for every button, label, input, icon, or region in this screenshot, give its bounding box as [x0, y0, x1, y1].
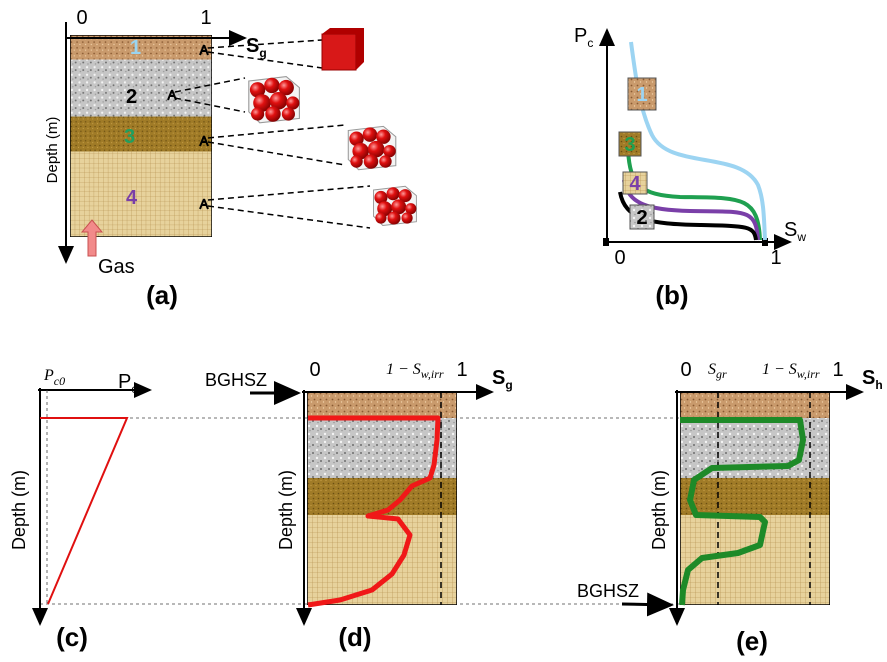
boundary-label: BGHSZ [577, 581, 639, 601]
panel-e: 0 Sgr 1 − Sw,irr 1 Sh Depth (m) BGHSZ (e… [577, 359, 883, 656]
markers [167, 44, 209, 210]
prefix: 1 − [386, 361, 413, 378]
strata [307, 392, 457, 605]
sh-profile [679, 417, 806, 606]
strata [680, 392, 830, 605]
x-label: Sw [784, 219, 806, 244]
subscript: w,irr [797, 367, 820, 381]
marker-1: Sgr [708, 361, 727, 381]
x-start: 0 [614, 247, 625, 269]
pc-profile [40, 417, 129, 605]
symbol: P [43, 367, 54, 384]
caption: (e) [736, 626, 768, 656]
axis-end: 1 [456, 359, 467, 381]
y-label: Depth (m) [649, 470, 669, 550]
pore-spheres [248, 76, 300, 124]
y-label: Depth (m) [9, 470, 29, 550]
marker: 1 − Sw,irr [386, 361, 444, 381]
connector [207, 39, 323, 69]
axis-end: 1 [200, 7, 211, 29]
curve-label: 4 [629, 173, 641, 195]
subscript: c [131, 382, 137, 396]
marker [199, 135, 209, 147]
curve-label-box [627, 77, 657, 111]
caption: (d) [338, 622, 371, 652]
boundary-arrow [621, 592, 674, 617]
layer-label: 1 [130, 37, 141, 59]
marker-2: 1 − Sw,irr [762, 361, 820, 381]
panel-c: Pc0 Pc Depth (m) (c) [9, 367, 152, 652]
x-label: Pc [118, 371, 137, 396]
curve-label: 3 [624, 134, 635, 156]
symbol: S [862, 367, 875, 389]
connectors [174, 39, 371, 229]
pore-cube [321, 33, 357, 71]
curve-label: 2 [636, 207, 647, 229]
curve-label: 1 [636, 84, 647, 106]
panel-d: BGHSZ 0 1 − Sw,irr 1 Sg Depth (m) (d) [205, 359, 513, 652]
symbol: P [118, 371, 131, 393]
pore-spheres [347, 125, 397, 171]
subscript: h [875, 378, 882, 392]
marker [199, 198, 209, 210]
boundary-label: BGHSZ [205, 370, 267, 390]
axis-label: Sg [246, 35, 267, 60]
connector [207, 185, 371, 229]
axis-label: Sg [492, 367, 513, 392]
symbol: S [789, 361, 797, 378]
connector [174, 77, 246, 113]
subscript: w,irr [421, 367, 444, 381]
axis-label: Sh [862, 367, 883, 392]
pore-spheres [372, 185, 417, 226]
subscript: g [505, 378, 512, 392]
axis-start: 0 [76, 7, 87, 29]
symbol: P [574, 25, 587, 47]
curve-4 [622, 179, 760, 241]
prefix: 1 − [762, 361, 789, 378]
subscript: w [796, 230, 806, 244]
subscript: gr [716, 367, 727, 381]
panel-b: Pc Sw 0 1 1 3 4 2 (b) [574, 25, 806, 310]
y-label: Depth (m) [276, 470, 296, 550]
origin-mark [603, 238, 609, 246]
subscript: c [587, 36, 593, 50]
caption: (c) [56, 622, 88, 652]
strata [70, 35, 212, 237]
y-label: Depth (m) [44, 117, 61, 184]
caption: (b) [655, 280, 688, 310]
layer-label: 2 [126, 86, 137, 108]
inflow-label: Gas [98, 256, 135, 278]
marker [167, 89, 177, 101]
curve-label-box [622, 171, 648, 195]
axis-start: 0 [680, 359, 691, 381]
gas-arrow [80, 219, 104, 257]
panel-a: 0 1 Sg 1 2 3 4 Depth (m) Gas (a) [44, 7, 417, 310]
connector [207, 124, 346, 166]
y-label: Pc [574, 25, 593, 50]
symbol: S [246, 35, 259, 57]
curve-2 [618, 191, 758, 241]
layer-label: 3 [124, 126, 135, 148]
x-marker: Pc0 [43, 367, 65, 388]
end-mark [762, 238, 768, 246]
layer-label: 4 [126, 187, 138, 209]
symbol: S [784, 219, 797, 241]
curve-label-box [618, 131, 642, 157]
axis-start: 0 [309, 359, 320, 381]
sg-profile [307, 415, 441, 608]
curve-label-box [629, 204, 655, 230]
caption: (a) [146, 280, 178, 310]
marker [199, 44, 209, 56]
axis-end: 1 [832, 359, 843, 381]
symbol: S [708, 361, 716, 378]
subscript: g [259, 46, 266, 60]
subscript: c0 [54, 374, 65, 388]
symbol: S [492, 367, 505, 389]
symbol: S [413, 361, 421, 378]
pore-cube-side [322, 28, 364, 70]
x-end: 1 [770, 247, 781, 269]
